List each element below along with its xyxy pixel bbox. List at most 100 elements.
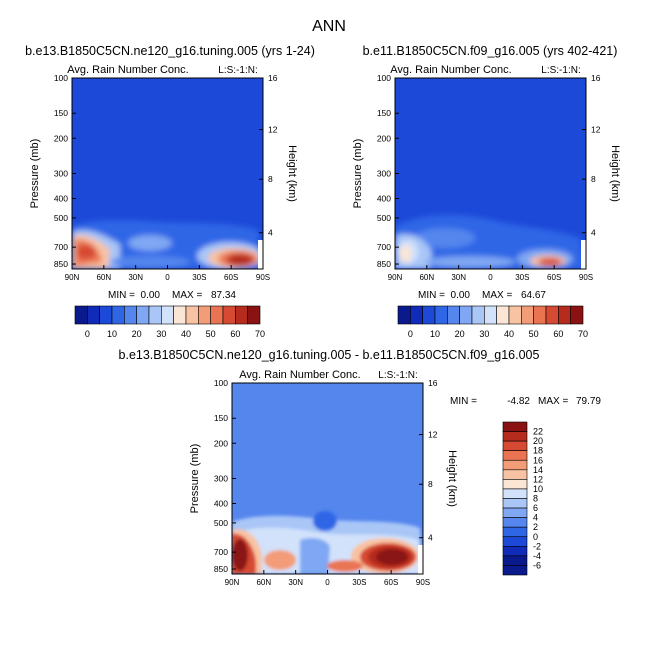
y-tick-label: 700 (377, 242, 391, 252)
colorbar-box (397, 305, 411, 325)
y-tick-label: 300 (214, 474, 228, 484)
colorbar-box (484, 305, 497, 325)
panel-1-heatmap (72, 78, 263, 269)
panel-1-axes: 90N 60N 30N 0 30S 60S 90S 100 150 200 300 400 500 700… (29, 73, 298, 282)
panel-1-title: b.e13.B1850C5CN.ne120_g16.tuning.005 (yr… (25, 44, 315, 58)
y2-tick-label: 16 (591, 73, 601, 83)
y-tick-label: 100 (214, 378, 228, 388)
y2-tick-label: 8 (268, 174, 273, 184)
x-tick-label: 60S (384, 578, 398, 587)
panel-3-title: b.e13.B1850C5CN.ne120_g16.tuning.005 - b… (119, 348, 540, 362)
y2-tick-label: 12 (268, 125, 278, 135)
panel-3-axes: 90N 60N 30N 0 30S 60S 90S 100 150 200 300 400 500 700… (189, 378, 458, 587)
colorbar-box (558, 305, 571, 325)
colorbar-tick-label: -2 (533, 541, 541, 551)
colorbar-tick-label: -4 (533, 551, 541, 561)
panel-3: b.e13.B1850C5CN.ne120_g16.tuning.005 - b… (119, 348, 602, 587)
panel-2-max-label: MAX = (482, 290, 512, 301)
y-tick-label: 700 (54, 242, 68, 252)
colorbar-box (533, 305, 547, 325)
panel-1-min-value: 0.00 (141, 290, 161, 301)
panel-2-axes: 90N 60N 30N 0 30S 60S 90S 100 150 200 300 400 500 700… (352, 73, 621, 282)
colorbar-box (502, 488, 528, 499)
colorbar-box (422, 305, 436, 325)
y-tick-label: 300 (54, 169, 68, 179)
colorbar-tick-label: 10 (533, 484, 543, 494)
colorbar-tick-label: 12 (533, 474, 543, 484)
colorbar-tick-label: 50 (529, 329, 539, 339)
y-tick-label: 700 (214, 547, 228, 557)
colorbar-tick-label: 18 (533, 446, 543, 456)
colorbar-box (185, 305, 199, 325)
colorbar-tick-label: 2 (533, 522, 538, 532)
colorbar-box (136, 305, 150, 325)
panel-3-corner-label: L:S:-1:N: (378, 370, 417, 381)
colorbar-box (502, 526, 528, 538)
y-tick-label: 200 (377, 133, 391, 143)
panel-3-subtitle: Avg. Rain Number Conc. (239, 369, 360, 381)
panel-3-heatmap (232, 383, 423, 574)
y-tick-label: 850 (377, 259, 391, 269)
colorbar-tick-label: 0 (408, 329, 413, 339)
colorbar-tick-label: -6 (533, 560, 541, 570)
y-tick-label: 100 (54, 73, 68, 83)
colorbar-tick-label: 50 (206, 329, 216, 339)
y2-tick-label: 4 (591, 228, 596, 238)
colorbar-tick-label: 40 (181, 329, 191, 339)
x-tick-label: 30N (288, 578, 303, 587)
colorbar-box (447, 305, 460, 325)
panel-2: b.e11.B1850C5CN.f09_g16.005 (yrs 402-421… (352, 44, 621, 339)
colorbar-box (570, 305, 584, 325)
colorbar-box (502, 507, 528, 518)
colorbar-box (74, 305, 88, 325)
colorbar-tick-label: 14 (533, 465, 543, 475)
colorbar-tick-label: 40 (504, 329, 514, 339)
y-axis-title: Pressure (mb) (352, 139, 364, 209)
x-tick-label: 0 (325, 578, 330, 587)
x-tick-label: 90N (225, 578, 240, 587)
colorbar-box (210, 305, 224, 325)
colorbar-box (111, 305, 125, 325)
x-tick-label: 60N (419, 273, 434, 282)
y-tick-label: 500 (54, 213, 68, 223)
y2-tick-label: 16 (268, 73, 278, 83)
colorbar-box (410, 305, 423, 325)
y-tick-label: 150 (54, 108, 68, 118)
x-tick-label: 60S (547, 273, 561, 282)
y-tick-label: 200 (214, 438, 228, 448)
colorbar-tick-label: 70 (578, 329, 588, 339)
y-tick-label: 400 (377, 194, 391, 204)
y2-tick-label: 12 (591, 125, 601, 135)
panel-3-min-value: -4.82 (507, 396, 530, 407)
colorbar-tick-label: 20 (132, 329, 142, 339)
page-title: ANN (312, 18, 346, 35)
y2-axis-title: Height (km) (609, 145, 621, 202)
y-tick-label: 200 (54, 133, 68, 143)
colorbar-tick-label: 30 (156, 329, 166, 339)
panel-2-heatmap (395, 78, 586, 269)
colorbar-tick-label: 60 (230, 329, 240, 339)
y-tick-label: 150 (214, 413, 228, 423)
colorbar-box (496, 305, 510, 325)
y2-tick-label: 4 (428, 533, 433, 543)
y-tick-label: 150 (377, 108, 391, 118)
colorbar-box (502, 421, 528, 432)
y-tick-label: 850 (214, 564, 228, 574)
colorbar-box (545, 305, 559, 325)
colorbar-box (459, 305, 473, 325)
colorbar-box (222, 305, 236, 325)
y2-tick-label: 4 (268, 228, 273, 238)
colorbar-tick-label: 16 (533, 455, 543, 465)
colorbar-box (521, 305, 534, 325)
panel-2-corner-label: L:S:-1:N: (541, 65, 580, 76)
colorbar-tick-label: 20 (455, 329, 465, 339)
x-tick-label: 90N (65, 273, 80, 282)
colorbar-box (502, 498, 528, 509)
panel-3-max-label: MAX = (538, 396, 568, 407)
colorbar-tick-label: 4 (533, 513, 538, 523)
colorbar-box (434, 305, 448, 325)
x-tick-label: 0 (488, 273, 493, 282)
y2-axis-title: Height (km) (286, 145, 298, 202)
y-axis-title: Pressure (mb) (189, 444, 201, 514)
